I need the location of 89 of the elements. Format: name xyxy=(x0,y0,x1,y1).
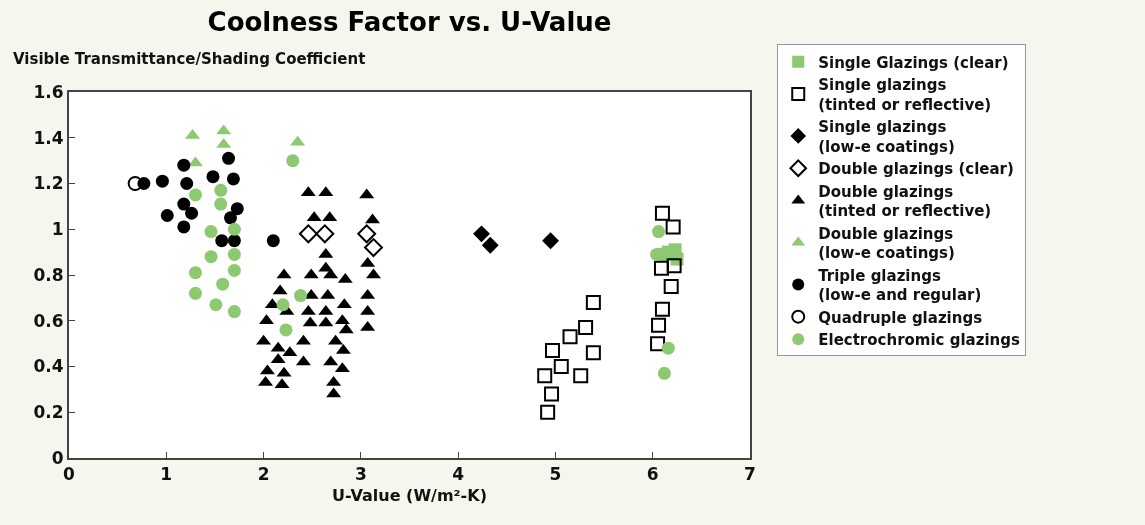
point xyxy=(315,224,335,244)
point xyxy=(545,342,561,358)
chart-title: Coolness Factor vs. U-Value xyxy=(207,7,612,38)
x-tick-label: 7 xyxy=(744,464,756,485)
point xyxy=(204,250,218,264)
legend-label: Single Glazings (clear) xyxy=(818,53,1009,72)
point xyxy=(214,183,228,197)
x-tick-label: 6 xyxy=(646,464,659,485)
point xyxy=(665,219,681,235)
point xyxy=(553,359,569,374)
point xyxy=(216,277,230,291)
y-tick-label: 0.6 xyxy=(33,310,64,331)
legend-label: Double glazings (tinted or reflective) xyxy=(818,182,992,221)
x-axis-title: U-Value (W/m²-K) xyxy=(332,485,487,505)
point xyxy=(540,404,556,420)
legend-label: Single glazings (tinted or reflective) xyxy=(818,76,992,114)
point xyxy=(651,317,667,333)
point xyxy=(542,232,560,250)
point xyxy=(473,225,490,243)
point xyxy=(180,177,194,190)
point xyxy=(537,368,553,384)
point xyxy=(276,298,290,312)
x-tick-label: 4 xyxy=(452,464,465,485)
point xyxy=(298,224,318,244)
point xyxy=(188,188,202,202)
point xyxy=(364,238,383,257)
point xyxy=(206,170,220,184)
point xyxy=(227,234,241,248)
y-tick-label: 1 xyxy=(51,219,64,240)
point xyxy=(227,247,241,261)
x-tick-label: 5 xyxy=(549,464,562,485)
x-tick-label: 2 xyxy=(257,464,270,485)
point xyxy=(657,366,671,380)
point xyxy=(585,345,601,361)
y-tick-label: 0.8 xyxy=(33,264,64,285)
point xyxy=(227,263,241,277)
point xyxy=(481,236,499,254)
point xyxy=(177,197,191,211)
point xyxy=(279,323,293,337)
point xyxy=(227,305,241,319)
point xyxy=(185,206,199,220)
point xyxy=(177,220,191,234)
point xyxy=(562,329,578,345)
point xyxy=(188,266,202,280)
point xyxy=(663,278,679,294)
x-tick-label: 1 xyxy=(160,464,173,485)
point xyxy=(224,211,237,225)
legend-label: Double glazings (low-e coatings) xyxy=(818,224,955,263)
y-tick-label: 0.4 xyxy=(33,356,64,377)
point xyxy=(226,172,240,186)
x-tick-label: 3 xyxy=(354,464,367,485)
point xyxy=(585,294,601,310)
y-tick-label: 1.6 xyxy=(33,81,64,102)
point xyxy=(654,301,670,317)
point xyxy=(650,336,666,352)
point xyxy=(127,176,143,191)
y-tick-label: 0 xyxy=(51,447,64,468)
y-tick-label: 1.4 xyxy=(33,127,64,148)
point xyxy=(230,202,244,216)
point xyxy=(666,258,682,274)
point xyxy=(661,341,675,355)
point xyxy=(227,222,241,236)
legend-label: Electrochromic glazings xyxy=(818,331,1021,350)
point xyxy=(209,298,223,312)
y-axis-title: Visible Transmittance/Shading Coefficient xyxy=(13,50,366,68)
point xyxy=(204,225,218,239)
point xyxy=(578,320,594,336)
point xyxy=(544,386,560,402)
point xyxy=(215,234,229,248)
point xyxy=(160,209,174,223)
point xyxy=(652,225,666,239)
point xyxy=(188,286,202,300)
y-tick-label: 0.2 xyxy=(33,402,64,423)
point xyxy=(286,154,300,168)
legend-label: Single glazings (low-e coatings) xyxy=(818,118,955,156)
point xyxy=(653,260,669,276)
point xyxy=(573,368,589,384)
point xyxy=(357,224,377,244)
point xyxy=(177,158,191,172)
point xyxy=(266,234,280,248)
point xyxy=(155,174,169,188)
point xyxy=(222,151,236,165)
point xyxy=(214,197,228,211)
point xyxy=(654,205,670,221)
point xyxy=(294,289,308,303)
y-tick-label: 1.2 xyxy=(33,173,64,194)
legend-label: Triple glazings (low-e and regular) xyxy=(818,266,982,305)
legend-label: Quadruple glazings xyxy=(818,308,983,327)
legend-label: Double glazings (clear) xyxy=(818,160,1014,179)
